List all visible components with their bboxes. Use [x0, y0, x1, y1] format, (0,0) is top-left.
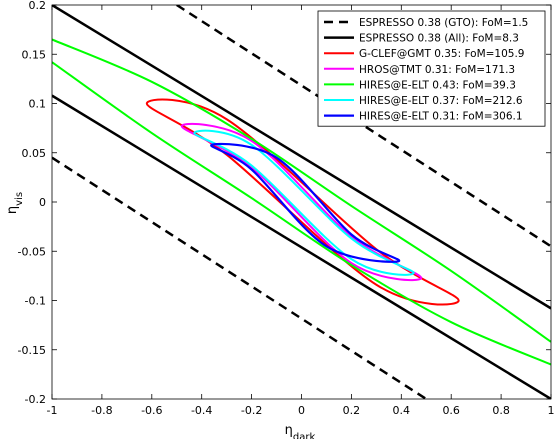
x-tick-label-6: 0.2	[343, 404, 361, 417]
x-tick-label-5: 0	[298, 404, 305, 417]
y-tick-label-4: 0	[39, 196, 46, 209]
legend-box	[317, 10, 546, 127]
legend-entry-3: HROS@TMT 0.31: FoM=171.3	[359, 64, 515, 76]
y-tick-label-3: -0.05	[18, 245, 46, 258]
legend-entry-1: ESPRESSO 0.38 (All): FoM=8.3	[359, 33, 519, 45]
series-2-curve-0	[145, 98, 460, 306]
legend-entry-6: HIRES@E-ELT 0.31: FoM=306.1	[359, 111, 523, 123]
legend-entry-5: HIRES@E-ELT 0.37: FoM=212.6	[359, 95, 523, 107]
x-tick-label-9: 0.8	[492, 404, 510, 417]
x-tick-label-0: -1	[47, 404, 58, 417]
series-layer	[52, 5, 551, 399]
x-tick-label-8: 0.6	[442, 404, 460, 417]
x-tick-label-3: -0.4	[191, 404, 212, 417]
x-tick-label-10: 1	[548, 404, 554, 417]
y-tick-label-8: 0.2	[29, 0, 47, 12]
x-tick-label-4: -0.2	[241, 404, 262, 417]
legend-entry-0: ESPRESSO 0.38 (GTO): FoM=1.5	[359, 17, 528, 29]
series-5-curve-0	[193, 129, 415, 276]
x-tick-label-2: -0.6	[141, 404, 162, 417]
x-tick-label-7: 0.4	[393, 404, 411, 417]
series-4-curve-1	[52, 61, 551, 366]
series-6-curve-0	[210, 142, 400, 263]
y-tick-label-7: 0.15	[22, 48, 47, 61]
legend-entry-4: HIRES@E-ELT 0.43: FoM=39.3	[359, 79, 516, 91]
x-tick-label-1: -0.8	[91, 404, 112, 417]
y-tick-label-1: -0.15	[18, 344, 46, 357]
y-axis-label: ηvis	[5, 192, 25, 214]
tick-layer: -1 -0.8 -0.6 -0.4 -0.2 0 0.2 0.4 0.6 0.8 1 -0.2 -0.1…	[18, 0, 554, 417]
y-tick-label-6: 0.1	[29, 98, 47, 111]
legend-entry-2: G-CLEF@GMT 0.35: FoM=105.9	[359, 48, 525, 60]
series-4-curve-0	[52, 38, 551, 343]
series-0-curve-1	[52, 156, 427, 399]
y-axis-label-sub: vis	[14, 192, 25, 206]
y-tick-label-0: -0.2	[25, 393, 46, 406]
legend: ESPRESSO 0.38 (GTO): FoM=1.5 ESPRESSO 0.3…	[317, 10, 546, 127]
y-tick-label-5: 0.05	[22, 147, 47, 160]
series-1-curve-0	[52, 5, 551, 310]
x-axis-label-sub: dark	[293, 432, 316, 439]
y-tick-label-2: -0.1	[25, 295, 46, 308]
series-3-curve-0	[180, 122, 423, 282]
x-axis-label: ηdark	[285, 423, 316, 439]
series-1-curve-1	[52, 94, 551, 399]
